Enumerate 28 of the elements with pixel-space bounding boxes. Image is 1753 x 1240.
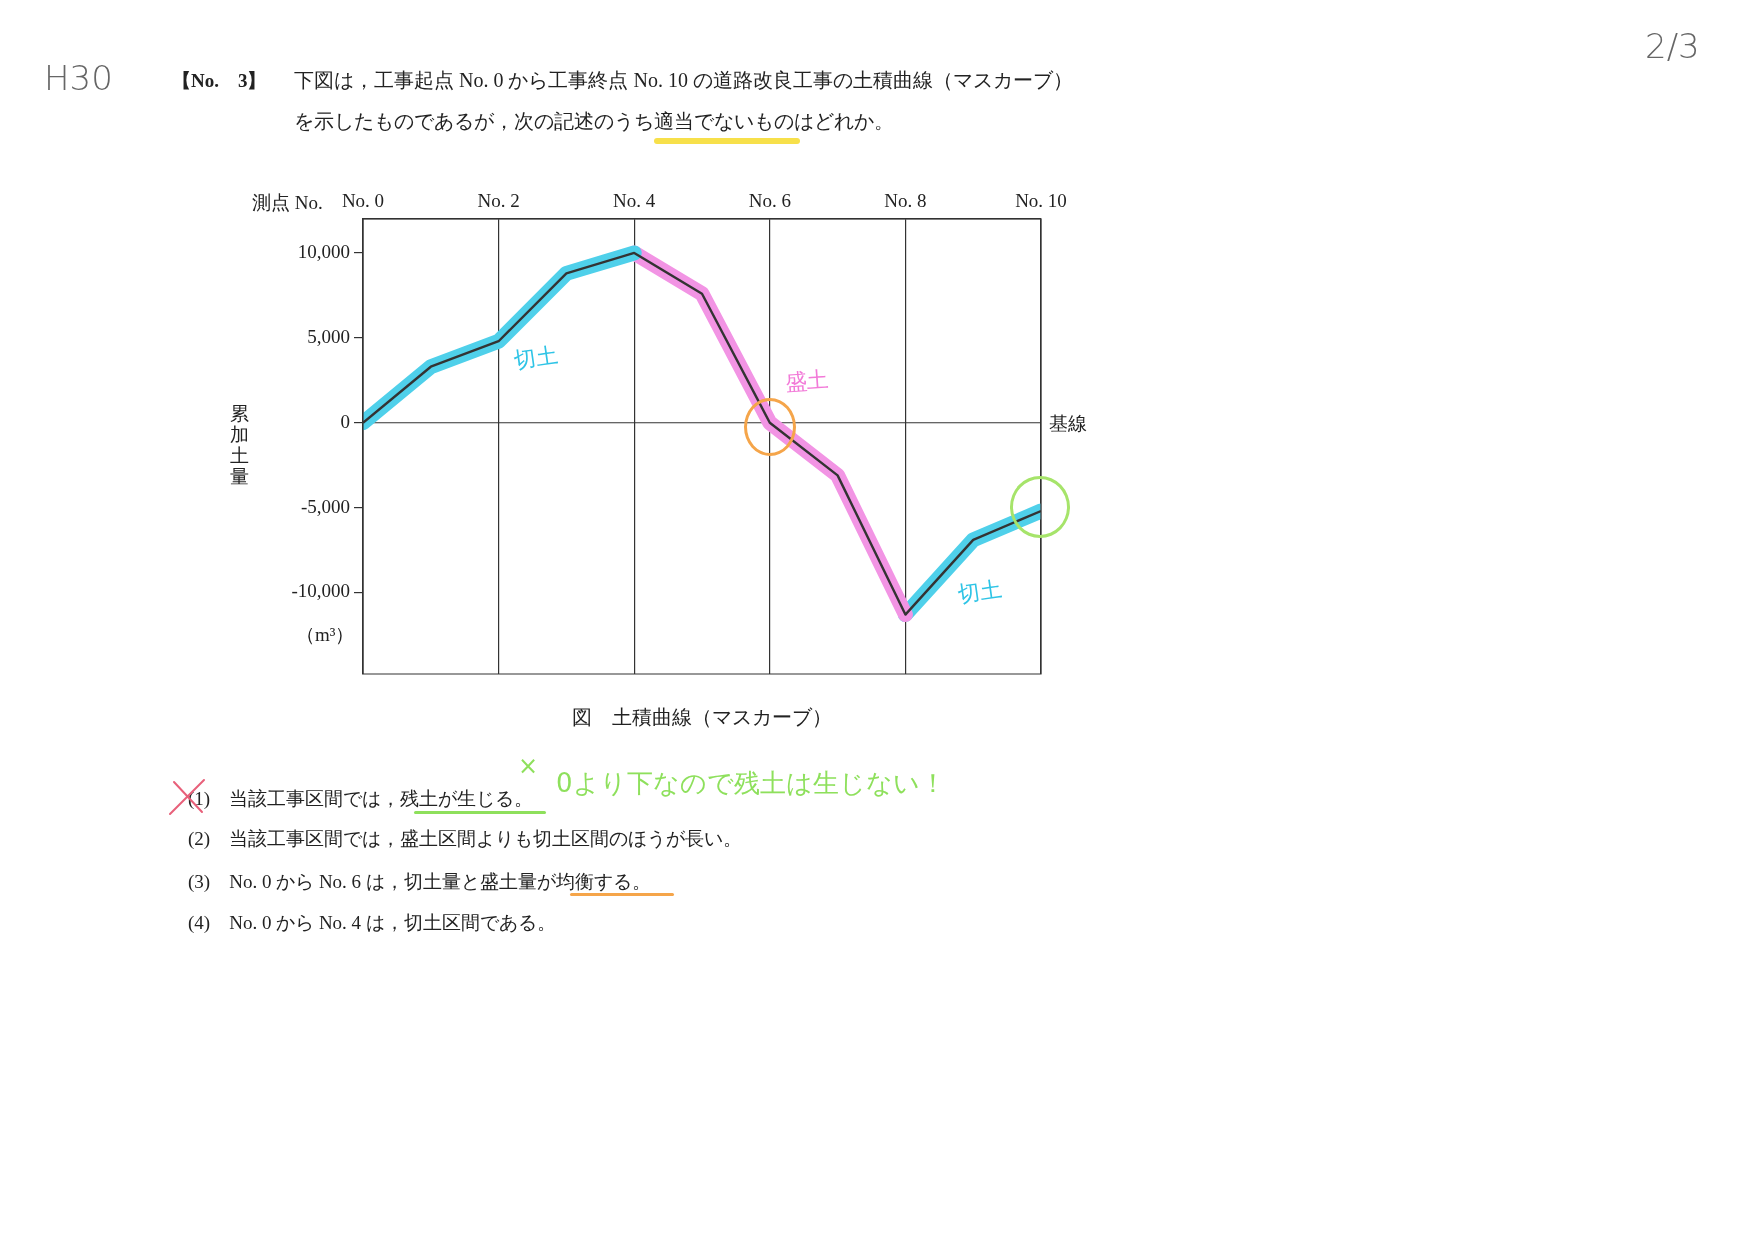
text: 2/3 bbox=[1645, 26, 1700, 66]
text: H30 bbox=[44, 58, 113, 98]
text: (4) No. 0 から No. 4 は，切土区間である。 bbox=[188, 911, 556, 935]
x-tick-label: No. 6 bbox=[748, 189, 791, 211]
chart-title: 【No. 3】 bbox=[172, 69, 267, 93]
text: 図 土積曲線（マスカーブ） bbox=[572, 705, 832, 730]
x-tick-label: No. 8 bbox=[884, 189, 927, 211]
ref-line-label: 基線 bbox=[1049, 412, 1087, 434]
annotation: 切土 bbox=[512, 341, 560, 375]
x-tick-label: No. 0 bbox=[341, 189, 385, 211]
y-tick-label: 0 bbox=[340, 410, 350, 432]
text: × bbox=[518, 752, 539, 780]
y-tick-label: 5,000 bbox=[307, 325, 350, 347]
text: （m³） bbox=[296, 623, 355, 647]
annotation: 盛土 bbox=[784, 365, 830, 397]
y-axis-title: 累加土量 bbox=[229, 403, 249, 487]
y-tick-label: -5,000 bbox=[300, 495, 350, 517]
annotation: 切土 bbox=[956, 575, 1004, 609]
chart-subtitle: 下図は，工事起点 No. 0 から工事終点 No. 10 の道路改良工事の土積曲線（マスカーブ）を示したものであるが，次の記述のうち適当でないものはどれか。 bbox=[294, 68, 1074, 134]
y-tick-label: -10,000 bbox=[291, 580, 350, 602]
text: (2) 当該工事区間では，盛土区間よりも切土区間のほうが長い。 bbox=[188, 827, 743, 851]
text: (3) No. 0 から No. 6 は，切土量と盛土量が均衡する。 bbox=[188, 870, 651, 894]
x-axis-title: 測点 No. bbox=[252, 191, 323, 215]
x-tick-label: No. 2 bbox=[477, 189, 520, 211]
y-tick-label: 10,000 bbox=[297, 240, 350, 262]
text: 0より下なので残土は生じない！ bbox=[556, 767, 946, 800]
x-tick-label: No. 4 bbox=[613, 189, 656, 211]
x-tick-label: No. 10 bbox=[1015, 189, 1067, 211]
